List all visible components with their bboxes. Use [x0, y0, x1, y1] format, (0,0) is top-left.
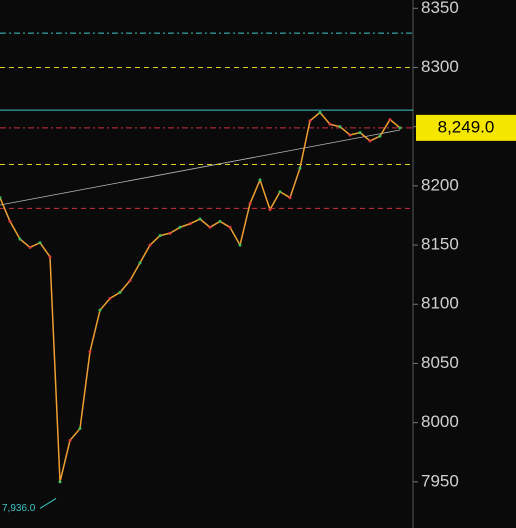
price-point — [58, 480, 62, 484]
price-point — [278, 190, 282, 194]
price-point — [288, 196, 292, 200]
y-tick-label: 7950 — [421, 471, 459, 490]
price-point — [68, 438, 72, 442]
y-tick-label: 8300 — [421, 57, 459, 76]
last-price-box — [416, 114, 516, 141]
price-point — [238, 243, 242, 247]
price-point — [148, 243, 152, 247]
y-tick-label: 8200 — [421, 175, 459, 194]
y-tick-label: 8100 — [421, 294, 459, 313]
price-point — [198, 217, 202, 221]
price-point — [158, 234, 162, 238]
price-point — [208, 225, 212, 229]
price-point — [98, 308, 102, 312]
price-point — [298, 166, 302, 170]
price-point — [78, 427, 82, 431]
price-point — [118, 290, 122, 294]
price-point — [128, 279, 132, 283]
price-point — [338, 125, 342, 129]
low-marker — [39, 497, 57, 509]
y-tick-label: 8000 — [421, 412, 459, 431]
price-point — [38, 241, 42, 245]
price-point — [0, 196, 2, 200]
price-point — [388, 118, 392, 122]
price-point — [28, 245, 32, 249]
price-point — [168, 231, 172, 235]
price-point — [228, 225, 232, 229]
price-point — [138, 261, 142, 265]
price-point — [188, 222, 192, 226]
price-point — [328, 122, 332, 126]
price-point — [8, 219, 12, 223]
price-point — [18, 237, 22, 241]
price-point — [308, 119, 312, 123]
price-point — [348, 133, 352, 137]
price-point — [318, 110, 322, 114]
price-point — [268, 208, 272, 212]
price-point — [48, 255, 52, 259]
price-point — [358, 131, 362, 135]
price-point — [218, 219, 222, 223]
y-tick-label: 8150 — [421, 235, 459, 254]
trend-line — [0, 129, 401, 206]
price-point — [398, 126, 402, 130]
low-marker-label: 7,936.0 — [2, 503, 36, 514]
price-point — [368, 139, 372, 143]
price-point — [248, 202, 252, 206]
price-point — [88, 350, 92, 354]
price-point — [178, 225, 182, 229]
y-tick-label: 8350 — [421, 0, 459, 17]
price-point — [378, 134, 382, 138]
last-price-label: 8,249.0 — [438, 117, 495, 136]
price-point — [258, 178, 262, 182]
price-point — [108, 296, 112, 300]
y-tick-label: 8050 — [421, 353, 459, 372]
